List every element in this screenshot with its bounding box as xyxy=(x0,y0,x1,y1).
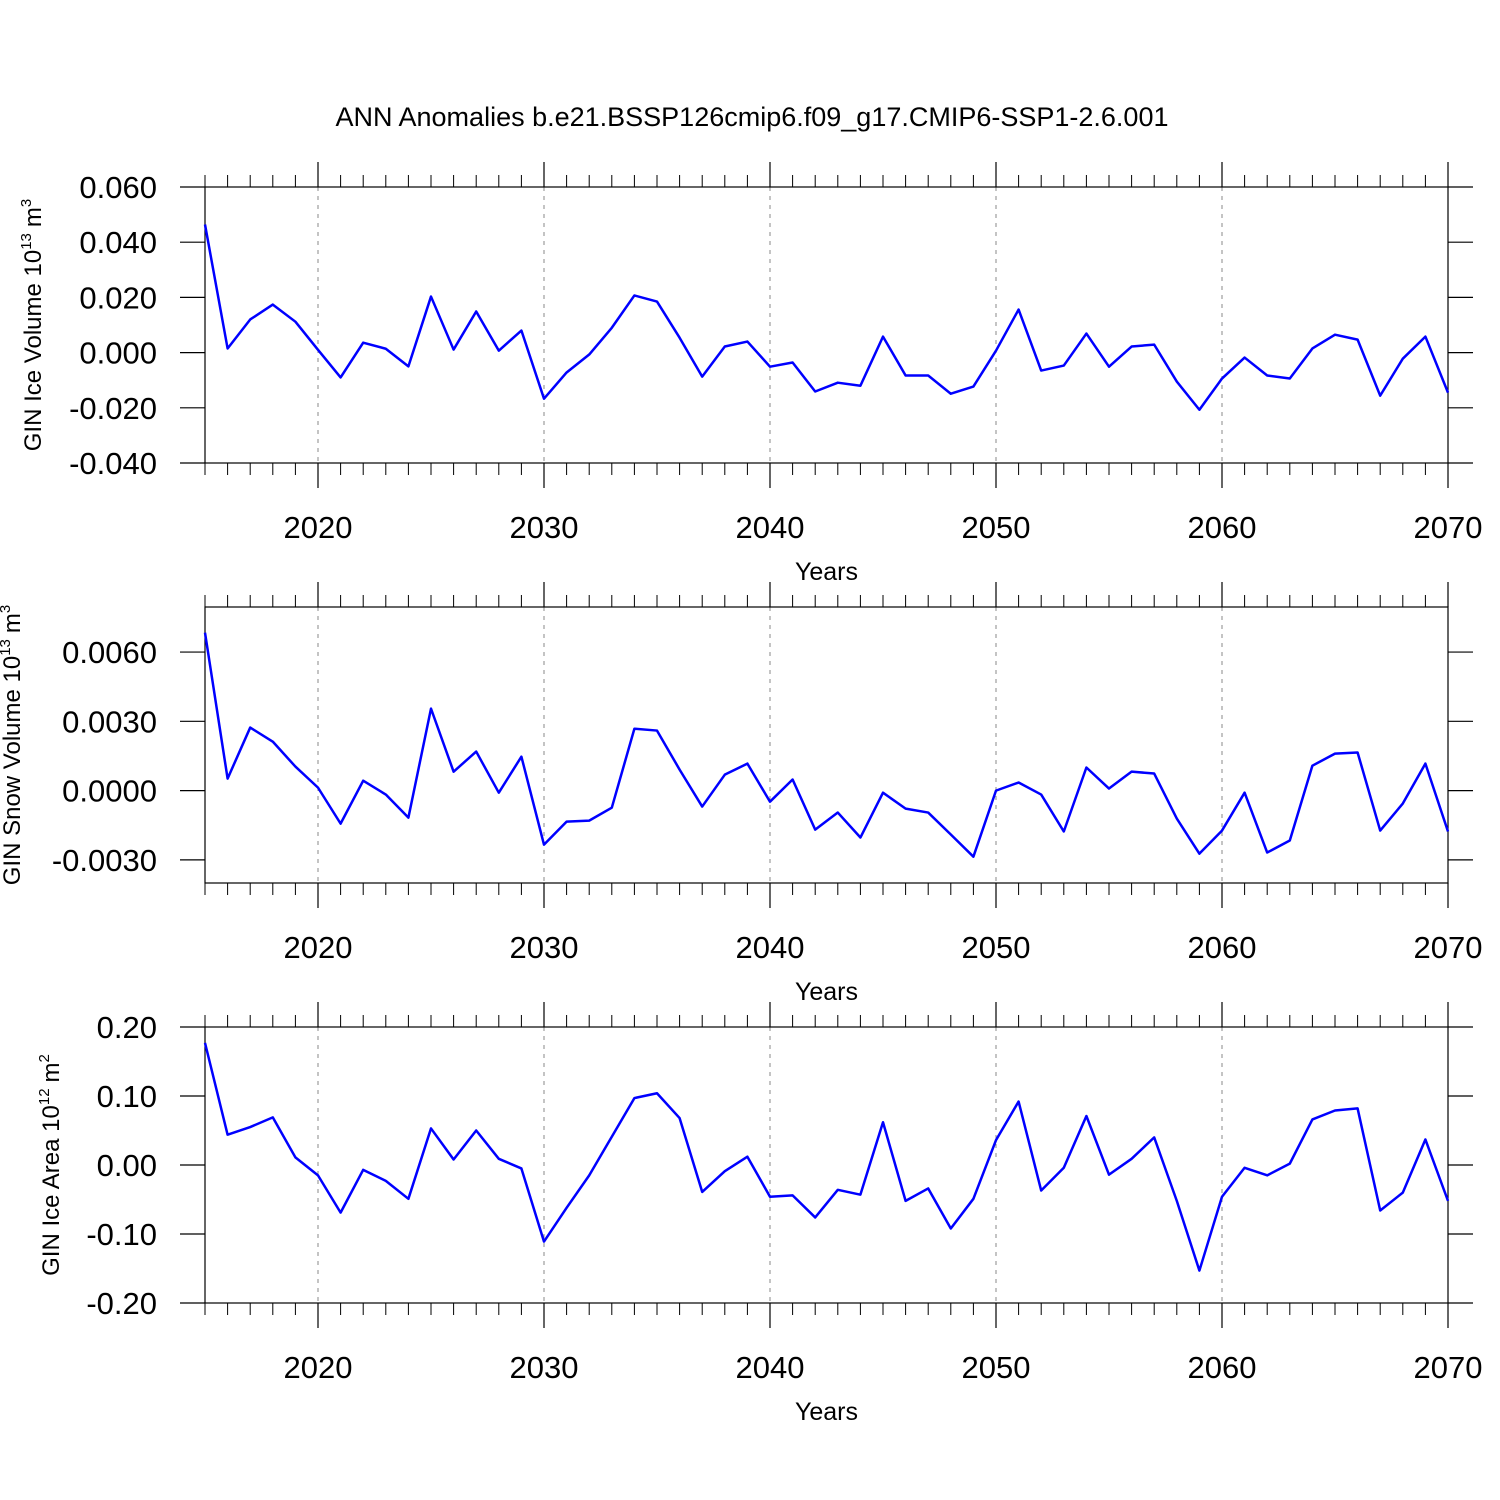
x-tick-label: 2020 xyxy=(284,1350,353,1385)
y-axis-title-part: m xyxy=(38,1062,65,1082)
y-axis-title-part: m xyxy=(20,207,47,227)
y-tick-label: -0.0030 xyxy=(52,843,157,878)
y-tick-label: 0.060 xyxy=(79,170,157,205)
data-line xyxy=(203,224,1450,411)
y-tick-label: -0.10 xyxy=(86,1217,157,1252)
y-axis-title: GIN Ice Volume 1013 m3 xyxy=(18,199,47,451)
chart-title: ANN Anomalies b.e21.BSSP126cmip6.f09_g17… xyxy=(336,102,1169,132)
y-axis-title-part: GIN Ice Area 10 xyxy=(38,1105,65,1276)
y-tick-label: 0.040 xyxy=(79,225,157,260)
y-tick-label: -0.20 xyxy=(86,1286,157,1321)
x-tick-label: 2050 xyxy=(962,930,1031,965)
plot-frame xyxy=(204,606,1449,884)
data-line xyxy=(203,632,1450,858)
y-tick-label: 0.20 xyxy=(97,1010,157,1045)
y-axis-title-superscript: 3 xyxy=(0,605,14,613)
x-tick-label: 2030 xyxy=(510,930,579,965)
x-tick-label: 2020 xyxy=(284,930,353,965)
x-tick-label: 2070 xyxy=(1414,1350,1483,1385)
x-tick-label: 2050 xyxy=(962,510,1031,545)
y-tick-label: -0.040 xyxy=(69,446,157,481)
x-tick-label: 2050 xyxy=(962,1350,1031,1385)
x-tick-label: 2060 xyxy=(1188,1350,1257,1385)
x-tick-label: 2070 xyxy=(1414,510,1483,545)
y-axis-title-superscript: 13 xyxy=(0,639,14,656)
y-axis-title-superscript: 13 xyxy=(18,233,35,250)
y-tick-label: 0.0030 xyxy=(62,704,157,739)
x-tick-label: 2040 xyxy=(736,1350,805,1385)
y-tick-label: -0.020 xyxy=(69,391,157,426)
y-axis-title-part: GIN Ice Volume 10 xyxy=(20,250,47,451)
data-line xyxy=(203,1042,1450,1272)
x-tick-label: 2040 xyxy=(736,930,805,965)
y-tick-label: 0.10 xyxy=(97,1079,157,1114)
x-axis-title: Years xyxy=(795,558,858,586)
y-axis-title-superscript: 3 xyxy=(18,199,35,207)
y-tick-label: 0.0000 xyxy=(62,774,157,809)
y-axis-title: GIN Ice Area 1012 m2 xyxy=(36,1054,65,1276)
y-axis-title-part: m xyxy=(0,613,26,633)
x-tick-label: 2060 xyxy=(1188,930,1257,965)
y-axis-title: GIN Snow Volume 1013 m3 xyxy=(0,605,26,885)
x-tick-label: 2040 xyxy=(736,510,805,545)
y-tick-label: 0.0060 xyxy=(62,635,157,670)
y-tick-label: 0.00 xyxy=(97,1148,157,1183)
x-tick-label: 2070 xyxy=(1414,930,1483,965)
x-axis-title: Years xyxy=(795,978,858,1006)
y-axis-title-superscript: 12 xyxy=(36,1088,53,1105)
y-tick-label: 0.020 xyxy=(79,280,157,315)
y-axis-title-part: GIN Snow Volume 10 xyxy=(0,656,26,885)
x-tick-label: 2020 xyxy=(284,510,353,545)
plot-frame xyxy=(204,1026,1449,1304)
plot-frame xyxy=(204,186,1449,464)
x-axis-title: Years xyxy=(795,1398,858,1426)
x-tick-label: 2030 xyxy=(510,1350,579,1385)
x-tick-label: 2060 xyxy=(1188,510,1257,545)
x-tick-label: 2030 xyxy=(510,510,579,545)
y-axis-title-superscript: 2 xyxy=(36,1054,53,1062)
y-tick-label: 0.000 xyxy=(79,336,157,371)
